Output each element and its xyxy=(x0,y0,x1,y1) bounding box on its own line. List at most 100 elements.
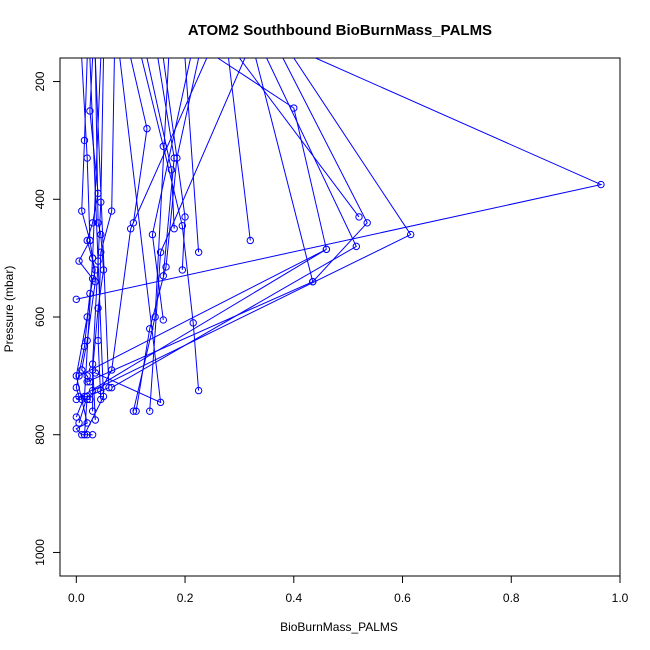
plot-area xyxy=(72,58,605,439)
series-line xyxy=(86,58,368,383)
data-point xyxy=(105,383,113,392)
data-point xyxy=(88,254,97,262)
data-point xyxy=(86,107,94,115)
series-line xyxy=(76,248,327,400)
data-point xyxy=(80,392,89,401)
data-point xyxy=(173,154,181,162)
y-tick-label: 1000 xyxy=(33,539,47,566)
data-point xyxy=(72,383,81,392)
data-point xyxy=(129,407,138,415)
x-tick-label: 0.8 xyxy=(503,591,520,605)
series-line xyxy=(255,58,314,282)
data-point xyxy=(246,236,254,245)
data-point xyxy=(72,395,81,404)
data-point xyxy=(91,369,100,377)
data-point xyxy=(194,386,203,395)
data-point xyxy=(83,431,91,439)
chart-title: ATOM2 Southbound BioBurnMass_PALMS xyxy=(188,22,492,39)
data-point xyxy=(72,425,81,433)
data-point xyxy=(167,166,176,174)
data-point xyxy=(97,386,105,395)
data-point xyxy=(355,213,363,221)
series-line xyxy=(92,58,412,392)
data-point xyxy=(83,378,91,386)
series-line xyxy=(95,58,162,404)
data-point xyxy=(83,154,91,162)
data-point xyxy=(94,304,102,312)
x-tick-label: 1.0 xyxy=(612,591,629,605)
series-line xyxy=(97,58,115,400)
data-point xyxy=(162,263,170,271)
data-point xyxy=(146,325,154,333)
data-point xyxy=(107,207,116,215)
data-point xyxy=(126,225,135,233)
data-point xyxy=(178,222,187,230)
data-point xyxy=(352,242,361,251)
data-point xyxy=(363,219,371,227)
series-line xyxy=(75,58,102,418)
y-tick-label: 200 xyxy=(33,71,47,91)
y-axis-label: Pressure (mbar) xyxy=(2,266,16,353)
data-point xyxy=(189,319,197,327)
data-point xyxy=(97,230,105,239)
series-line xyxy=(132,58,170,412)
data-point xyxy=(78,366,86,374)
series-line xyxy=(184,58,200,253)
data-point xyxy=(146,407,154,415)
data-point xyxy=(132,407,140,415)
series-line xyxy=(149,58,246,412)
series-group xyxy=(72,58,605,439)
series-line xyxy=(217,58,327,250)
data-point xyxy=(181,213,189,221)
data-point xyxy=(88,360,97,368)
data-point xyxy=(75,419,83,427)
data-point xyxy=(159,316,168,324)
data-point xyxy=(75,257,83,265)
x-tick-label: 0.6 xyxy=(394,591,411,605)
data-point xyxy=(72,295,81,304)
data-point xyxy=(78,207,86,215)
data-point xyxy=(83,372,91,380)
plot-frame xyxy=(59,57,621,577)
series-line xyxy=(111,58,357,389)
data-point xyxy=(129,219,138,227)
data-point xyxy=(194,248,203,256)
series-line xyxy=(228,58,251,241)
x-tick-label: 0.4 xyxy=(285,591,302,605)
data-point xyxy=(406,230,415,239)
data-point xyxy=(597,180,605,189)
data-point xyxy=(178,266,187,274)
series-line xyxy=(130,58,148,223)
data-point xyxy=(309,277,317,286)
data-point xyxy=(151,313,159,321)
data-point xyxy=(156,398,165,407)
series-line xyxy=(162,58,186,270)
data-point xyxy=(322,245,331,254)
series-line xyxy=(76,58,603,300)
y-tick-label: 800 xyxy=(33,424,47,444)
data-point xyxy=(88,431,97,439)
data-point xyxy=(80,136,89,145)
series-line xyxy=(84,58,105,435)
series-line xyxy=(151,58,191,320)
series-line xyxy=(239,58,360,218)
data-point xyxy=(148,230,157,239)
series-line xyxy=(78,58,110,424)
x-tick-label: 0.0 xyxy=(68,591,85,605)
x-axis-label: BioBurnMass_PALMS xyxy=(280,620,398,634)
data-point xyxy=(143,124,151,133)
series-line xyxy=(100,58,208,391)
data-point xyxy=(156,248,165,256)
data-point xyxy=(75,372,83,380)
series-line xyxy=(141,58,200,391)
x-tick-label: 0.2 xyxy=(177,591,194,605)
data-point xyxy=(72,413,81,421)
x-axis: 0.0 0.2 0.4 0.6 0.8 1.0 xyxy=(68,575,629,605)
y-tick-label: 400 xyxy=(33,189,47,209)
data-point xyxy=(99,392,108,401)
data-point xyxy=(94,219,102,227)
data-point xyxy=(80,431,89,439)
y-axis: 200 400 600 800 1000 xyxy=(33,71,61,566)
